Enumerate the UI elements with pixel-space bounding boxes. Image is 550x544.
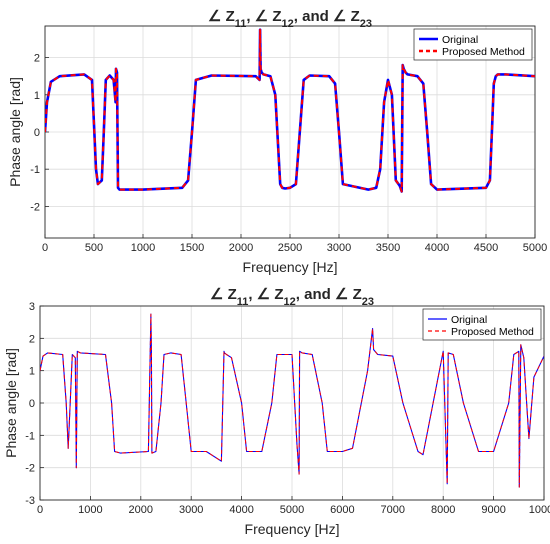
x-tick-label: 500 [85,242,103,254]
y-tick-label: -1 [25,430,35,442]
chart-title: ∠ Z11, ∠ Z12, and ∠ Z23 [210,286,374,308]
y-tick-label: 1 [34,90,40,102]
title-subscript: 12 [282,18,294,30]
title-segment: ∠ Z [210,286,237,303]
x-tick-label: 1500 [180,242,204,254]
y-tick-label: 1 [29,366,35,378]
title-subscript: 23 [360,18,372,30]
y-axis-label: Phase angle [rad] [3,348,19,458]
legend-label-original: Original [451,314,487,326]
x-tick-label: 4000 [229,504,253,516]
legend-label-original: Original [442,34,478,46]
legend-box [422,308,542,341]
title-segment: , and ∠ Z [296,286,362,303]
y-tick-label: 0 [34,127,40,139]
x-tick-label: 2000 [129,504,153,516]
x-axis-label: Frequency [Hz] [245,521,340,537]
x-tick-label: 5000 [523,242,547,254]
x-tick-label: 3500 [376,242,400,254]
legend-label-proposed: Proposed Method [442,46,525,58]
x-tick-label: 6000 [330,504,354,516]
chart-title: ∠ Z11, ∠ Z12, and ∠ Z23 [208,8,372,30]
title-segment: , ∠ Z [248,286,283,303]
y-tick-label: -1 [30,164,40,176]
x-tick-label: 4500 [474,242,498,254]
x-tick-label: 3000 [179,504,203,516]
y-tick-label: 3 [29,301,35,313]
y-tick-label: -3 [25,495,35,507]
y-axis-label: Phase angle [rad] [7,77,23,187]
x-tick-label: 1000 [131,242,155,254]
title-subscript: 12 [284,296,296,308]
y-tick-label: 2 [34,53,40,65]
series-proposed-line [45,28,535,193]
x-tick-label: 2500 [278,242,302,254]
bottom-phase-chart: 0 1000 2000 3000 4000 5000 6000 7000 8000 9000 100… [3,286,550,537]
title-segment: , ∠ Z [246,8,281,25]
title-subscript: 23 [362,296,374,308]
y-tick-label: 0 [29,398,35,410]
x-tick-label: 5000 [280,504,304,516]
title-subscript: 11 [237,296,249,308]
x-tick-label: 2000 [229,242,253,254]
x-tick-label: 0 [42,242,48,254]
y-tick-label: -2 [25,463,35,475]
x-tick-label: 0 [37,504,43,516]
x-tick-label: 4000 [425,242,449,254]
x-tick-label: 7000 [381,504,405,516]
y-tick-label: -2 [30,201,40,213]
legend-box [413,28,533,61]
x-tick-label: 9000 [481,504,505,516]
x-tick-label: 1000 [78,504,102,516]
series-proposed-line [40,313,544,488]
top-phase-chart: 0 500 1000 1500 2000 2500 3000 3500 4000 4500 5000… [7,8,547,275]
legend-label-proposed: Proposed Method [451,326,534,338]
x-tick-label: 3000 [327,242,351,254]
title-segment: , and ∠ Z [294,8,360,25]
x-axis-label: Frequency [Hz] [243,259,338,275]
x-tick-label: 10000 [529,504,550,516]
x-tick-label: 8000 [431,504,455,516]
title-segment: ∠ Z [208,8,235,25]
title-subscript: 11 [235,18,247,30]
y-tick-label: 2 [29,333,35,345]
